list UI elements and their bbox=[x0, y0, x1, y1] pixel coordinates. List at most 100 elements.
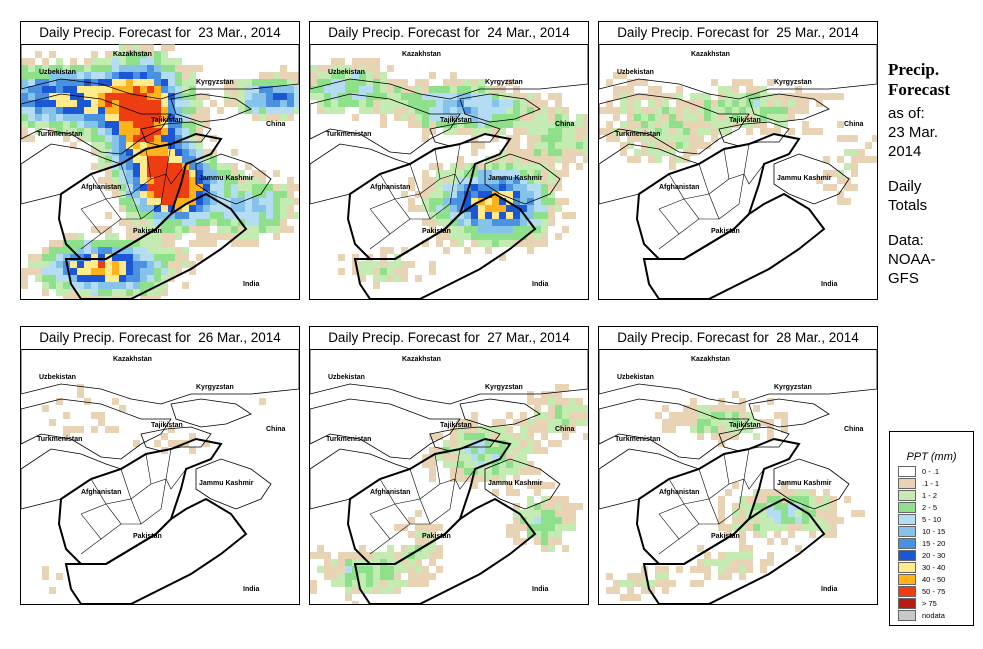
precip-cell bbox=[415, 538, 422, 545]
precip-cell bbox=[56, 573, 63, 580]
precip-cell bbox=[450, 468, 457, 475]
precip-cell bbox=[823, 517, 830, 524]
precip-cell bbox=[168, 205, 175, 212]
precip-cell bbox=[182, 121, 189, 128]
precip-cell bbox=[77, 384, 84, 391]
legend-swatch bbox=[898, 574, 916, 585]
precip-cell bbox=[471, 226, 478, 233]
precip-cell bbox=[534, 426, 541, 433]
precip-cell bbox=[126, 254, 133, 261]
precip-grid bbox=[606, 391, 865, 601]
precip-cell bbox=[203, 93, 210, 100]
precip-cell bbox=[499, 419, 506, 426]
precip-cell bbox=[697, 93, 704, 100]
precip-cell bbox=[732, 114, 739, 121]
precip-cell bbox=[352, 268, 359, 275]
precip-cell bbox=[471, 79, 478, 86]
precip-cell bbox=[641, 573, 648, 580]
precip-cell bbox=[35, 254, 42, 261]
precip-cell bbox=[126, 233, 133, 240]
precip-cell bbox=[669, 412, 676, 419]
precip-cell bbox=[338, 566, 345, 573]
precip-cell bbox=[310, 79, 317, 86]
precip-cell bbox=[499, 426, 506, 433]
precip-cell bbox=[317, 566, 324, 573]
precip-cell bbox=[555, 121, 562, 128]
precip-cell bbox=[56, 72, 63, 79]
precip-cell bbox=[548, 482, 555, 489]
precip-cell bbox=[711, 100, 718, 107]
precip-cell bbox=[788, 489, 795, 496]
precip-cell bbox=[140, 170, 147, 177]
country-border bbox=[773, 458, 850, 510]
precip-cell bbox=[823, 510, 830, 517]
precip-cell bbox=[252, 184, 259, 191]
precip-cell bbox=[506, 79, 513, 86]
precip-cell bbox=[823, 184, 830, 191]
precip-cell bbox=[746, 412, 753, 419]
precip-cell bbox=[140, 191, 147, 198]
precip-cell bbox=[105, 163, 112, 170]
precip-cell bbox=[231, 219, 238, 226]
precip-cell bbox=[154, 205, 161, 212]
map-label-jammu-kashmir: Jammu Kashmir bbox=[777, 480, 832, 487]
precip-cell bbox=[648, 86, 655, 93]
country-border bbox=[484, 153, 561, 205]
precip-cell bbox=[408, 198, 415, 205]
map-label-kyrgyzstan: Kyrgyzstan bbox=[774, 79, 812, 86]
precip-cell bbox=[224, 163, 231, 170]
precip-cell bbox=[541, 426, 548, 433]
precip-cell bbox=[231, 149, 238, 156]
precip-cell bbox=[506, 524, 513, 531]
precip-cell bbox=[634, 121, 641, 128]
precip-cell bbox=[513, 433, 520, 440]
precip-cell bbox=[527, 114, 534, 121]
precip-cell bbox=[704, 559, 711, 566]
precip-cell bbox=[429, 184, 436, 191]
precip-cell bbox=[175, 107, 182, 114]
precip-cell bbox=[91, 149, 98, 156]
precip-cell bbox=[690, 405, 697, 412]
precip-cell bbox=[56, 107, 63, 114]
precip-cell bbox=[725, 405, 732, 412]
precip-grid bbox=[310, 384, 588, 604]
precip-cell bbox=[373, 587, 380, 594]
precip-cell bbox=[471, 482, 478, 489]
precip-cell bbox=[655, 135, 662, 142]
precip-cell bbox=[767, 489, 774, 496]
precip-cell bbox=[112, 275, 119, 282]
precip-cell bbox=[119, 93, 126, 100]
map-label-uzbekistan: Uzbekistan bbox=[39, 374, 76, 381]
precip-cell bbox=[499, 468, 506, 475]
precip-cell bbox=[168, 233, 175, 240]
precip-cell bbox=[548, 198, 555, 205]
precip-cell bbox=[541, 233, 548, 240]
precip-cell bbox=[485, 184, 492, 191]
precip-cell bbox=[534, 121, 541, 128]
precip-cell bbox=[555, 517, 562, 524]
legend-item: 40 - 50 bbox=[898, 574, 945, 585]
precip-cell bbox=[140, 93, 147, 100]
province-border bbox=[105, 468, 132, 505]
precip-cell bbox=[189, 121, 196, 128]
precip-cell bbox=[245, 107, 252, 114]
precip-cell bbox=[541, 433, 548, 440]
precip-cell bbox=[21, 58, 28, 65]
precip-cell bbox=[133, 191, 140, 198]
precip-cell bbox=[725, 566, 732, 573]
precip-cell bbox=[119, 107, 126, 114]
precip-cell bbox=[429, 114, 436, 121]
precip-cell bbox=[98, 121, 105, 128]
country-border bbox=[642, 192, 826, 299]
precip-cell bbox=[366, 65, 373, 72]
precip-cell bbox=[182, 219, 189, 226]
precip-cell bbox=[683, 135, 690, 142]
map-label-china: China bbox=[266, 426, 286, 433]
precip-cell bbox=[266, 198, 273, 205]
map-label-china: China bbox=[844, 121, 864, 128]
precip-cell bbox=[196, 254, 203, 261]
precip-cell bbox=[527, 531, 534, 538]
precip-cell bbox=[231, 184, 238, 191]
precip-cell bbox=[485, 191, 492, 198]
precip-cell bbox=[443, 177, 450, 184]
